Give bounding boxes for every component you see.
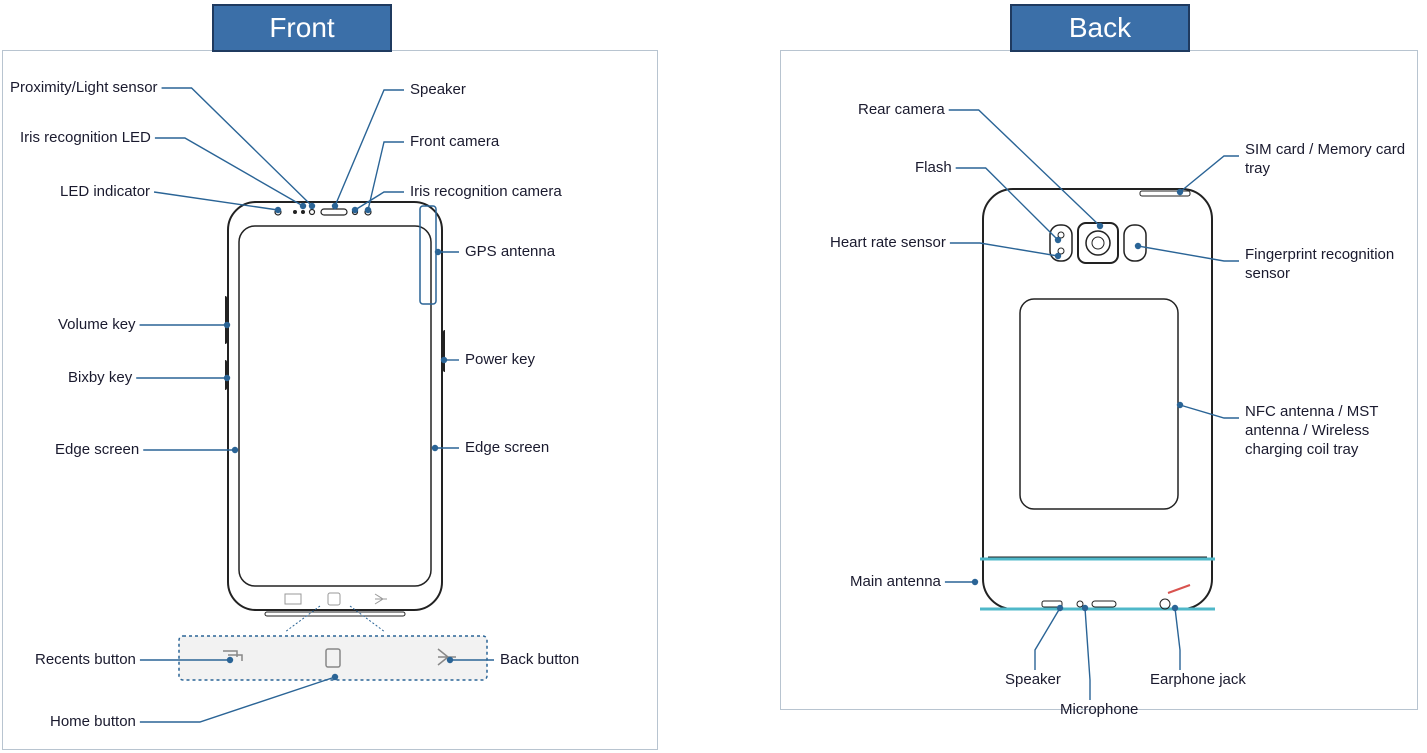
back-title-text: Back <box>1069 12 1131 43</box>
label-edge-r: Edge screen <box>465 439 549 458</box>
label-gps: GPS antenna <box>465 243 555 262</box>
label-power: Power key <box>465 351 535 370</box>
label-home: Home button <box>50 713 136 732</box>
label-jack: Earphone jack <box>1150 671 1246 690</box>
label-iris-led: Iris recognition LED <box>20 129 151 148</box>
label-speaker: Speaker <box>410 81 466 100</box>
label-iris-cam: Iris recognition camera <box>410 183 562 202</box>
label-main-ant: Main antenna <box>850 573 941 592</box>
label-prox-light: Proximity/Light sensor <box>10 79 158 98</box>
label-sim: SIM card / Memory card tray <box>1245 141 1415 179</box>
label-spk-b: Speaker <box>1005 671 1061 690</box>
front-title: Front <box>212 4 392 52</box>
label-rear-cam: Rear camera <box>858 101 945 120</box>
label-back-btn: Back button <box>500 651 579 670</box>
label-recents: Recents button <box>35 651 136 670</box>
label-fp: Fingerprint recognition sensor <box>1245 246 1415 284</box>
front-phone-illustration <box>225 200 445 640</box>
label-vol-key: Volume key <box>58 316 136 335</box>
label-edge-l: Edge screen <box>55 441 139 460</box>
label-nfc: NFC antenna / MST antenna / Wireless cha… <box>1245 403 1415 459</box>
softkey-zoom-box <box>178 635 488 681</box>
back-title: Back <box>1010 4 1190 52</box>
label-mic: Microphone <box>1060 701 1138 720</box>
label-front-cam: Front camera <box>410 133 499 152</box>
label-flash: Flash <box>915 159 952 178</box>
label-bixby: Bixby key <box>68 369 132 388</box>
front-title-text: Front <box>269 12 334 43</box>
label-hr-sensor: Heart rate sensor <box>830 234 946 253</box>
back-phone-illustration <box>980 187 1215 617</box>
label-led-ind: LED indicator <box>60 183 150 202</box>
